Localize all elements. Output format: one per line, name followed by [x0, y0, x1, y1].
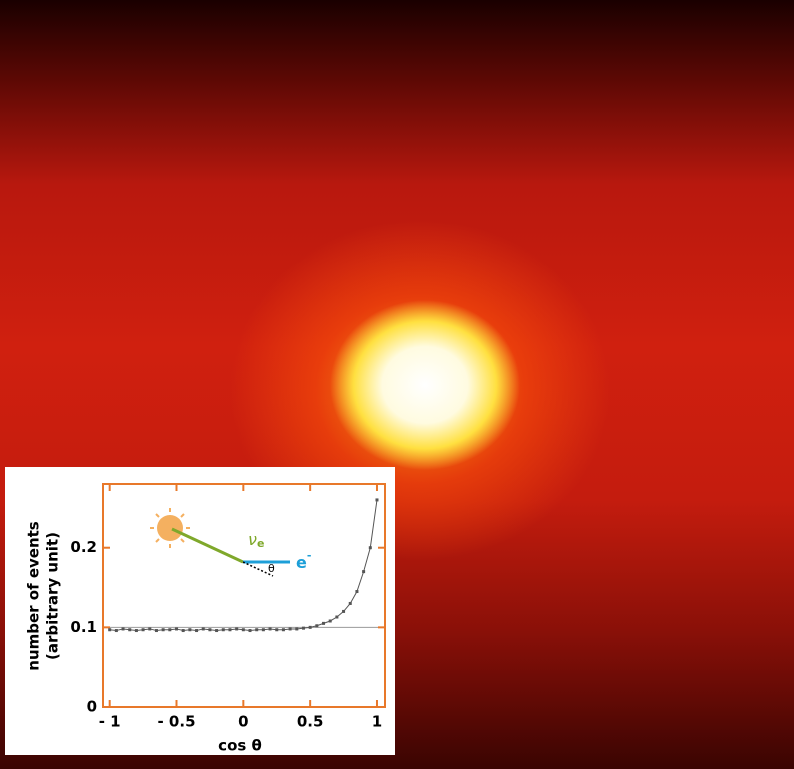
data-point	[195, 629, 198, 632]
data-point	[128, 628, 131, 631]
y-tick-label: 0.2	[70, 538, 97, 556]
x-tick-label: 1	[372, 713, 382, 731]
data-point	[262, 628, 265, 631]
data-point	[235, 627, 238, 630]
x-tick-label: - 0.5	[157, 713, 195, 731]
data-point	[349, 602, 352, 605]
data-point	[342, 610, 345, 613]
data-point	[115, 629, 118, 632]
data-point	[148, 627, 151, 630]
chart: νe e- θ cos θ number of events (arbitrar…	[0, 0, 794, 769]
data-point	[202, 627, 205, 630]
data-point	[309, 626, 312, 629]
y-tick-label: 0.1	[70, 618, 97, 636]
data-point	[255, 628, 258, 631]
data-point	[222, 628, 225, 631]
data-point	[369, 546, 372, 549]
data-point	[135, 629, 138, 632]
data-point	[108, 628, 111, 631]
data-point	[215, 629, 218, 632]
data-point	[175, 627, 178, 630]
data-point	[269, 627, 272, 630]
data-point	[322, 622, 325, 625]
data-point	[355, 590, 358, 593]
data-point	[162, 628, 165, 631]
data-point	[228, 628, 231, 631]
data-point	[295, 627, 298, 630]
x-tick-label: 0.5	[297, 713, 324, 731]
x-axis-title: cos θ	[218, 737, 262, 755]
data-point	[168, 628, 171, 631]
y-axis-title: number of events	[25, 521, 43, 671]
data-point	[275, 628, 278, 631]
data-point	[142, 628, 145, 631]
x-tick-label: - 1	[99, 713, 121, 731]
data-point	[249, 629, 252, 632]
data-point	[335, 616, 338, 619]
data-point	[362, 570, 365, 573]
data-point	[375, 498, 378, 501]
data-point	[289, 627, 292, 630]
data-point	[302, 627, 305, 630]
data-point	[282, 628, 285, 631]
angle-label: θ	[268, 562, 275, 575]
inset-panel	[5, 467, 395, 755]
data-point	[182, 629, 185, 632]
x-tick-label: 0	[238, 713, 248, 731]
y-tick-label: 0	[87, 698, 97, 716]
data-point	[155, 629, 158, 632]
y-axis-title: (arbitrary unit)	[44, 532, 62, 660]
data-point	[208, 628, 211, 631]
data-point	[315, 624, 318, 627]
sun	[157, 515, 183, 541]
data-point	[242, 628, 245, 631]
data-point	[122, 627, 125, 630]
data-point	[188, 628, 191, 631]
data-point	[329, 619, 332, 622]
